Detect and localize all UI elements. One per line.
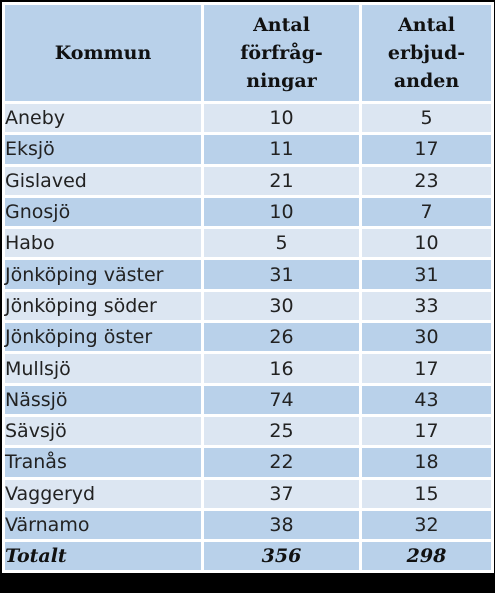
table-row: Gnosjö 10 7 [5, 197, 491, 227]
table-row: Nässjö 74 43 [5, 385, 491, 414]
cell-forfragningar: 74 [204, 385, 359, 414]
cell-forfragningar: 30 [204, 291, 359, 321]
header-forfragningar-line-2: förfråg- [240, 42, 323, 64]
table-row: Jönköping väster 31 31 [5, 260, 491, 289]
table-row: Vaggeryd 37 15 [5, 479, 491, 508]
table-row: Aneby 10 5 [5, 104, 491, 133]
header-forfragningar-line-3: ningar [246, 70, 317, 92]
cell-kommun: Aneby [5, 104, 201, 133]
cell-erbjudanden: 33 [362, 291, 491, 321]
cell-erbjudanden: 31 [362, 260, 491, 289]
cell-forfragningar: 22 [204, 448, 359, 477]
table-row: Tranås 22 18 [5, 448, 491, 477]
total-label: Totalt [5, 542, 201, 571]
header-forfragningar-line-1: Antal [253, 14, 310, 36]
total-row: Totalt 356 298 [5, 542, 491, 571]
cell-forfragningar: 10 [204, 104, 359, 133]
header-erbjudanden-line-1: Antal [398, 14, 455, 36]
table-body: Aneby 10 5 Eksjö 11 17 Gislaved 21 23 Gnosjö 10 7 Ha… [5, 104, 491, 540]
cell-erbjudanden: 32 [362, 510, 491, 540]
cell-kommun: Sävsjö [5, 416, 201, 446]
data-table: Kommun Antal förfråg- ningar Antal erbju… [2, 2, 494, 574]
header-erbjudanden-line-2: erbjud- [387, 42, 466, 64]
table-row: Habo 5 10 [5, 229, 491, 258]
cell-erbjudanden: 23 [362, 166, 491, 195]
cell-erbjudanden: 43 [362, 385, 491, 414]
cell-erbjudanden: 7 [362, 197, 491, 227]
cell-erbjudanden: 5 [362, 104, 491, 133]
header-kommun: Kommun [5, 5, 201, 101]
cell-kommun: Mullsjö [5, 354, 201, 383]
total-forfragningar: 356 [204, 542, 359, 571]
cell-forfragningar: 31 [204, 260, 359, 289]
cell-erbjudanden: 17 [362, 135, 491, 164]
cell-kommun: Eksjö [5, 135, 201, 164]
cell-erbjudanden: 30 [362, 323, 491, 352]
cell-forfragningar: 38 [204, 510, 359, 540]
cell-erbjudanden: 17 [362, 354, 491, 383]
cell-kommun: Vaggeryd [5, 479, 201, 508]
cell-kommun: Jönköping söder [5, 291, 201, 321]
cell-forfragningar: 10 [204, 197, 359, 227]
cell-forfragningar: 16 [204, 354, 359, 383]
cell-kommun: Habo [5, 229, 201, 258]
cell-kommun: Nässjö [5, 385, 201, 414]
total-erbjudanden: 298 [362, 542, 491, 571]
cell-erbjudanden: 15 [362, 479, 491, 508]
header-forfragningar: Antal förfråg- ningar [204, 5, 359, 101]
cell-kommun: Värnamo [5, 510, 201, 540]
table-row: Gislaved 21 23 [5, 166, 491, 195]
cell-forfragningar: 25 [204, 416, 359, 446]
table-row: Sävsjö 25 17 [5, 416, 491, 446]
cell-forfragningar: 37 [204, 479, 359, 508]
table-row: Eksjö 11 17 [5, 135, 491, 164]
header-row: Kommun Antal förfråg- ningar Antal erbju… [5, 5, 491, 101]
table-row: Jönköping öster 26 30 [5, 323, 491, 352]
cell-erbjudanden: 18 [362, 448, 491, 477]
table-row: Värnamo 38 32 [5, 510, 491, 540]
table-row: Jönköping söder 30 33 [5, 291, 491, 321]
cell-forfragningar: 11 [204, 135, 359, 164]
cell-erbjudanden: 17 [362, 416, 491, 446]
cell-forfragningar: 21 [204, 166, 359, 195]
cell-kommun: Jönköping väster [5, 260, 201, 289]
cell-kommun: Gnosjö [5, 197, 201, 227]
header-erbjudanden: Antal erbjud- anden [362, 5, 491, 101]
cell-forfragningar: 5 [204, 229, 359, 258]
cell-kommun: Tranås [5, 448, 201, 477]
cell-kommun: Jönköping öster [5, 323, 201, 352]
cell-erbjudanden: 10 [362, 229, 491, 258]
header-erbjudanden-line-3: anden [393, 70, 460, 92]
cell-forfragningar: 26 [204, 323, 359, 352]
cell-kommun: Gislaved [5, 166, 201, 195]
table-row: Mullsjö 16 17 [5, 354, 491, 383]
